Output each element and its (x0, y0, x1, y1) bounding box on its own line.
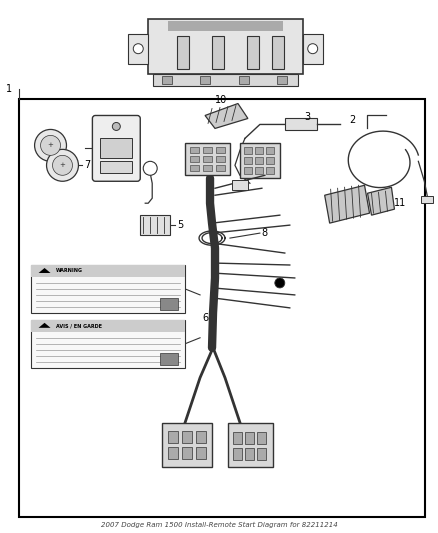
Bar (257, 448, 266, 461)
Bar (190, 156, 199, 163)
Bar (233, 448, 242, 461)
Bar (203, 165, 212, 171)
Text: 3: 3 (305, 112, 311, 123)
Bar (285, 118, 317, 131)
Bar (255, 148, 263, 155)
Bar (182, 447, 192, 459)
Circle shape (275, 278, 285, 288)
Bar (421, 196, 433, 203)
Bar (266, 148, 274, 155)
Polygon shape (325, 185, 370, 223)
Text: 5: 5 (177, 220, 184, 230)
Bar (255, 157, 263, 164)
Bar (245, 432, 254, 445)
Bar (277, 76, 287, 84)
Bar (162, 76, 172, 84)
Bar (177, 36, 189, 69)
Text: 6: 6 (202, 313, 208, 323)
Circle shape (308, 44, 318, 54)
Bar (233, 432, 242, 445)
Text: +: + (48, 142, 53, 148)
Bar (182, 432, 192, 443)
Bar (160, 298, 178, 310)
Text: 10: 10 (215, 94, 227, 104)
Text: AVIS / EN GARDE: AVIS / EN GARDE (56, 324, 102, 328)
Text: 2007 Dodge Ram 1500 Install-Remote Start Diagram for 82211214: 2007 Dodge Ram 1500 Install-Remote Start… (101, 522, 337, 528)
Bar (160, 353, 178, 365)
Bar (196, 432, 206, 443)
Bar (266, 157, 274, 164)
Bar (31, 320, 185, 368)
Text: WARNING: WARNING (56, 269, 82, 273)
Circle shape (133, 44, 143, 54)
Bar (100, 139, 132, 158)
Bar (31, 320, 185, 332)
Bar (140, 215, 170, 235)
Polygon shape (39, 323, 50, 328)
Bar (162, 423, 212, 467)
Circle shape (53, 155, 72, 175)
Polygon shape (367, 187, 395, 215)
Bar (212, 36, 224, 69)
Bar (128, 34, 148, 63)
Bar (148, 19, 303, 74)
Circle shape (41, 135, 60, 155)
Circle shape (143, 161, 157, 175)
Circle shape (46, 149, 78, 181)
Polygon shape (205, 103, 248, 128)
Bar (232, 180, 248, 190)
Text: 4: 4 (54, 143, 60, 154)
Circle shape (35, 130, 67, 161)
Bar (201, 76, 210, 84)
Bar (239, 76, 249, 84)
Bar (228, 423, 273, 467)
Bar (19, 99, 425, 517)
Text: 7: 7 (85, 160, 91, 171)
FancyBboxPatch shape (92, 116, 140, 181)
Bar (168, 432, 178, 443)
Text: +: + (60, 163, 65, 168)
Text: 9: 9 (176, 42, 182, 52)
Text: 11: 11 (395, 198, 407, 208)
Bar (196, 447, 206, 459)
Bar (240, 143, 280, 178)
Bar (245, 448, 254, 461)
Bar (244, 167, 252, 174)
Bar (31, 265, 185, 277)
Bar (185, 143, 230, 175)
Bar (216, 165, 225, 171)
Bar (100, 161, 132, 173)
Bar (247, 36, 259, 69)
Bar (272, 36, 284, 69)
Bar (266, 167, 274, 174)
Bar (303, 34, 323, 63)
Bar (168, 21, 283, 31)
Bar (216, 148, 225, 154)
Bar (168, 447, 178, 459)
Bar (203, 156, 212, 163)
Bar (31, 265, 185, 313)
Text: 1: 1 (6, 84, 12, 94)
Bar (244, 148, 252, 155)
Bar (255, 167, 263, 174)
Bar (244, 157, 252, 164)
Text: 8: 8 (262, 228, 268, 238)
Polygon shape (39, 268, 50, 273)
Bar (257, 432, 266, 445)
Bar (216, 156, 225, 163)
Text: 2: 2 (350, 116, 356, 125)
Circle shape (112, 123, 120, 131)
Bar (153, 74, 298, 86)
Bar (190, 148, 199, 154)
Bar (203, 148, 212, 154)
Bar (190, 165, 199, 171)
